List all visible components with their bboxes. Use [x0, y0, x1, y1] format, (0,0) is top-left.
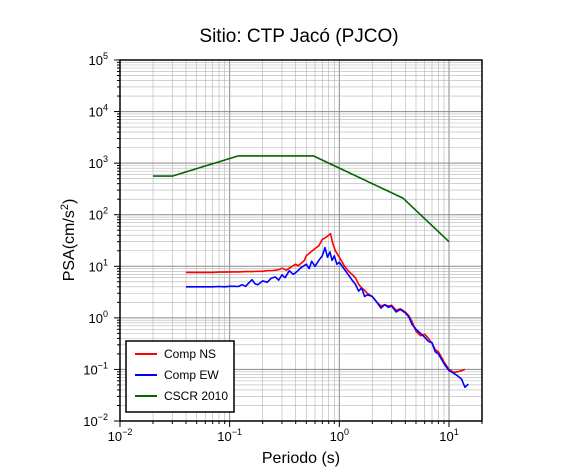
y-tick-label: 101: [89, 257, 108, 274]
y-axis-title-end: ): [61, 199, 78, 204]
grid-lines: [119, 59, 483, 422]
y-axis-title-sup: 2: [59, 204, 71, 210]
x-tick-label: 10−2: [108, 427, 133, 444]
x-tick-label: 10−1: [217, 427, 242, 444]
y-tick-label: 100: [89, 309, 108, 326]
legend: Comp NS Comp EW CSCR 2010: [125, 340, 235, 413]
y-axis-title-main: PSA(cm/s: [61, 210, 78, 281]
y-tick-label: 104: [89, 103, 108, 120]
legend-label: Comp EW: [164, 368, 219, 382]
y-tick-label: 10−1: [83, 360, 108, 377]
axis-ticks: [114, 59, 483, 427]
chart-title: Sitio: CTP Jacó (PJCO): [199, 26, 398, 47]
y-tick-label: 102: [89, 206, 108, 223]
plot-frame: [119, 59, 483, 422]
series-lines: [153, 155, 469, 389]
y-tick-labels: 10−2 10−1 100 101 102 103 104 105: [83, 51, 108, 429]
series-line: [186, 246, 469, 389]
x-tick-labels: 10−2 10−1 100 101: [108, 427, 459, 444]
x-axis-title: Periodo (s): [262, 450, 340, 467]
y-axis-title: PSA(cm/s2): [59, 199, 78, 282]
y-tick-label: 103: [89, 154, 108, 171]
x-tick-label: 100: [330, 427, 349, 444]
series-line: [153, 155, 450, 243]
legend-label: CSCR 2010: [164, 389, 228, 403]
legend-label: Comp NS: [164, 347, 216, 361]
legend-box: [125, 340, 235, 413]
legend-entries: Comp NS Comp EW CSCR 2010: [135, 347, 228, 403]
y-tick-label: 105: [89, 51, 108, 68]
x-tick-label: 101: [439, 427, 458, 444]
y-tick-label: 10−2: [83, 412, 108, 429]
